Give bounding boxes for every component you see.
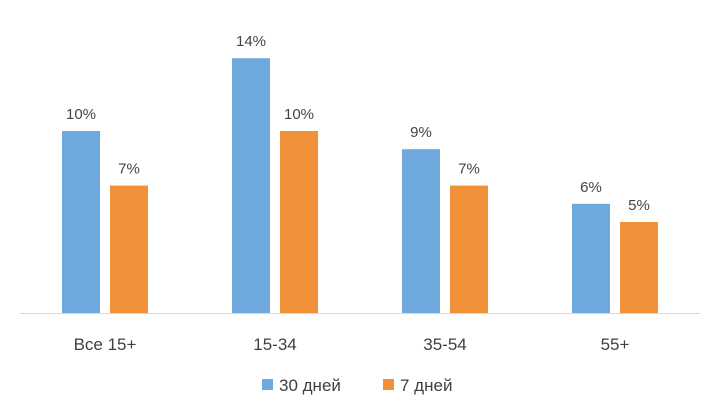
bar-series1-3 (572, 203, 610, 313)
data-label: 10% (284, 106, 314, 123)
x-tick-label: 15-34 (253, 335, 296, 354)
legend-swatch (383, 379, 394, 390)
value-labels-group: 10% 7% 14% 10% 9% 7% 6% 5% (66, 33, 650, 214)
bar-series1-2 (402, 149, 440, 313)
x-tick-label: Все 15+ (74, 335, 137, 354)
bar-series2-3 (620, 222, 658, 313)
legend-label: 7 дней (400, 376, 452, 395)
legend-label: 30 дней (279, 376, 341, 395)
data-label: 6% (580, 179, 602, 196)
legend-swatch (262, 379, 273, 390)
data-label: 7% (458, 161, 480, 178)
bar-series2-0 (110, 185, 148, 313)
x-tick-label: 35-54 (423, 335, 466, 354)
bar-series1-1 (232, 58, 270, 314)
data-label: 7% (118, 161, 140, 178)
data-label: 5% (628, 197, 650, 214)
data-label: 14% (236, 33, 266, 50)
bar-series2-1 (280, 131, 318, 313)
x-tick-label: 55+ (601, 335, 630, 354)
data-label: 9% (410, 124, 432, 141)
bar-series2-2 (450, 185, 488, 313)
legend: 30 дней 7 дней (262, 376, 452, 395)
bar-series1-0 (62, 131, 100, 313)
data-label: 10% (66, 106, 96, 123)
bars-group (62, 58, 658, 314)
x-tick-labels-group: Все 15+ 15-34 35-54 55+ (74, 335, 630, 354)
